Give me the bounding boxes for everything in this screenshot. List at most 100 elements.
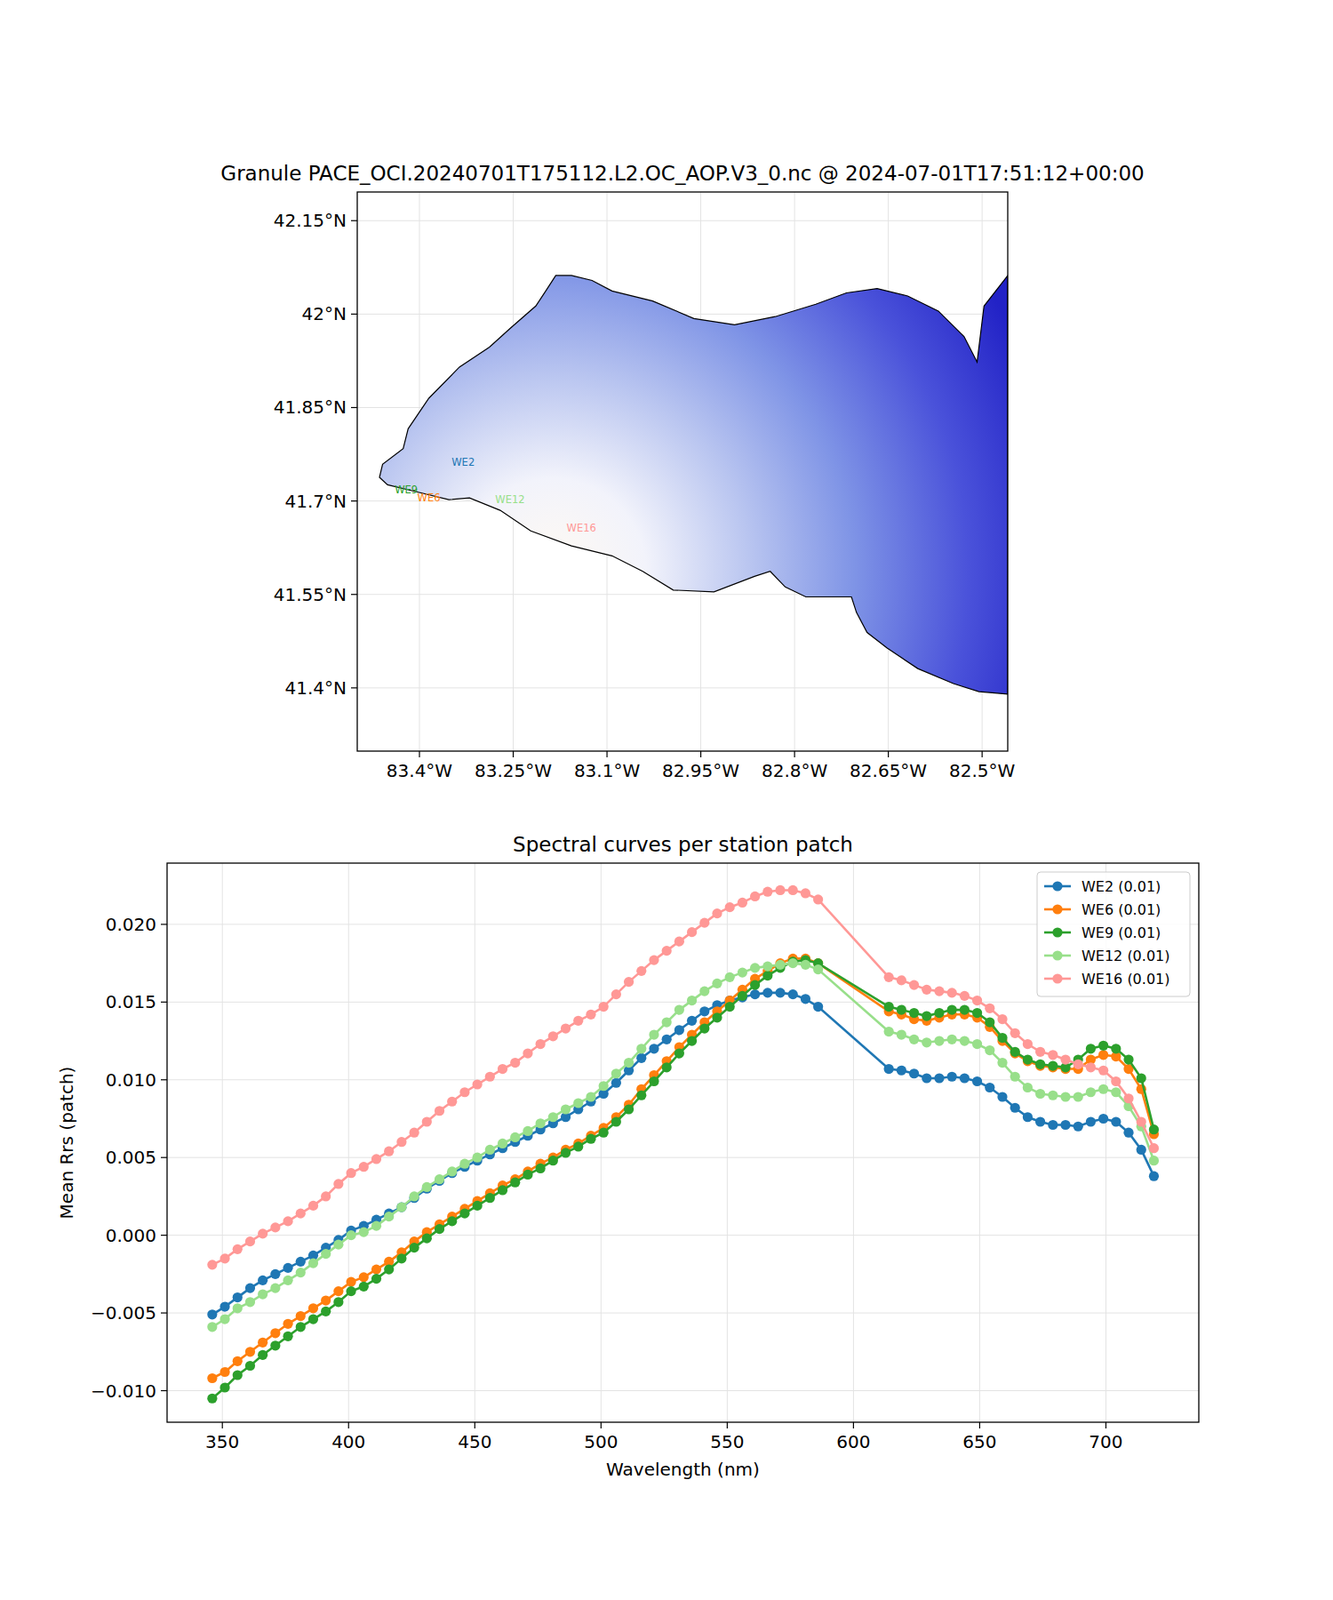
series-marker	[984, 1045, 995, 1055]
series-marker	[997, 1057, 1007, 1068]
series-marker	[282, 1318, 293, 1329]
grid-line	[167, 1389, 1199, 1391]
x-tick	[979, 1421, 981, 1429]
series-marker	[1149, 1155, 1159, 1166]
series-marker	[308, 1302, 319, 1313]
series-marker	[750, 980, 760, 990]
x-tick	[726, 1421, 728, 1429]
series-marker	[947, 1034, 958, 1045]
y-tick-label: −0.010	[90, 1380, 157, 1402]
series-marker	[1110, 1043, 1121, 1054]
series-marker	[648, 1029, 659, 1039]
y-tick	[351, 313, 358, 315]
series-marker	[972, 995, 982, 1006]
chart-title: Granule PACE_OCI.20240701T175112.L2.OC_A…	[220, 161, 1144, 185]
series-marker	[270, 1269, 280, 1279]
series-marker	[320, 1306, 331, 1317]
series	[207, 987, 1159, 1319]
series-marker	[813, 964, 823, 974]
series-marker	[345, 1285, 356, 1296]
series-marker	[774, 959, 785, 970]
series-marker	[345, 1229, 356, 1240]
x-tick	[1105, 1421, 1107, 1429]
line-chart: 350400450500550600650700−0.010−0.0050.00…	[55, 832, 1199, 1480]
series-marker	[1047, 1119, 1058, 1130]
y-tick-label: 41.85°N	[273, 396, 347, 418]
legend-marker	[1052, 949, 1062, 960]
series-marker	[219, 1366, 230, 1377]
series-marker	[270, 1221, 280, 1232]
series-marker	[896, 1029, 907, 1039]
series-marker	[535, 1038, 546, 1049]
series-marker	[270, 1327, 280, 1338]
legend-marker	[1052, 903, 1062, 914]
series-marker	[1085, 1086, 1096, 1097]
series-marker	[598, 1001, 609, 1012]
y-tick-label: 42.15°N	[273, 209, 347, 232]
series-marker	[497, 1184, 508, 1195]
series-marker	[585, 1009, 596, 1020]
series-marker	[535, 1117, 546, 1128]
series-marker	[725, 972, 735, 982]
series-marker	[699, 1022, 710, 1033]
series	[207, 957, 1159, 1332]
series-marker	[611, 1077, 622, 1088]
series-marker	[984, 1003, 995, 1014]
series-marker	[984, 1082, 995, 1093]
series-marker	[472, 1200, 483, 1211]
series-marker	[774, 885, 785, 895]
series-marker	[1035, 1116, 1046, 1126]
series-marker	[282, 1275, 293, 1286]
map-data	[379, 275, 1008, 695]
series-marker	[585, 1133, 596, 1144]
series-marker	[909, 1068, 919, 1078]
series-marker	[711, 978, 722, 989]
series-marker	[1136, 1072, 1147, 1083]
series-marker	[984, 1016, 995, 1027]
x-tick	[600, 1421, 602, 1429]
series-marker	[232, 1244, 243, 1254]
series-marker	[921, 1037, 932, 1047]
series-marker	[662, 945, 672, 956]
x-tick-label: 82.65°W	[849, 759, 927, 782]
series-marker	[459, 1158, 470, 1169]
series-marker	[371, 1273, 382, 1284]
series-marker	[699, 985, 710, 996]
series-marker	[674, 1047, 685, 1058]
series-marker	[1098, 1065, 1109, 1076]
series-marker	[788, 957, 799, 968]
series-marker	[219, 1301, 230, 1311]
series-marker	[245, 1236, 256, 1246]
station-label: WE12	[494, 493, 525, 506]
series-marker	[959, 1072, 970, 1083]
series-marker	[560, 1147, 571, 1158]
series-marker	[282, 1215, 293, 1226]
y-tick-label: 0.005	[105, 1146, 157, 1168]
series-marker	[997, 1091, 1007, 1102]
series-marker	[245, 1282, 256, 1293]
x-tick-label: 650	[962, 1430, 997, 1453]
series-marker	[947, 1004, 958, 1014]
series-marker	[345, 1276, 356, 1286]
series-marker	[446, 1165, 457, 1176]
series-marker	[884, 1026, 894, 1037]
series-marker	[909, 980, 919, 990]
series-marker	[933, 985, 944, 996]
series-marker	[257, 1349, 268, 1360]
series-marker	[485, 1144, 495, 1155]
x-tick-label: 83.1°W	[574, 759, 641, 782]
series-marker	[611, 1116, 622, 1126]
series-marker	[422, 1233, 432, 1244]
series-marker	[219, 1253, 230, 1263]
series-marker	[813, 893, 823, 904]
series-line	[212, 957, 1155, 1378]
series-marker	[485, 1071, 495, 1082]
series-marker	[1073, 1121, 1084, 1132]
series-marker	[750, 989, 760, 999]
x-tick	[700, 750, 702, 758]
series-marker	[1098, 1113, 1109, 1124]
series-marker	[774, 987, 785, 998]
series-marker	[1110, 1116, 1121, 1126]
series-marker	[750, 962, 760, 973]
series-marker	[959, 1035, 970, 1046]
